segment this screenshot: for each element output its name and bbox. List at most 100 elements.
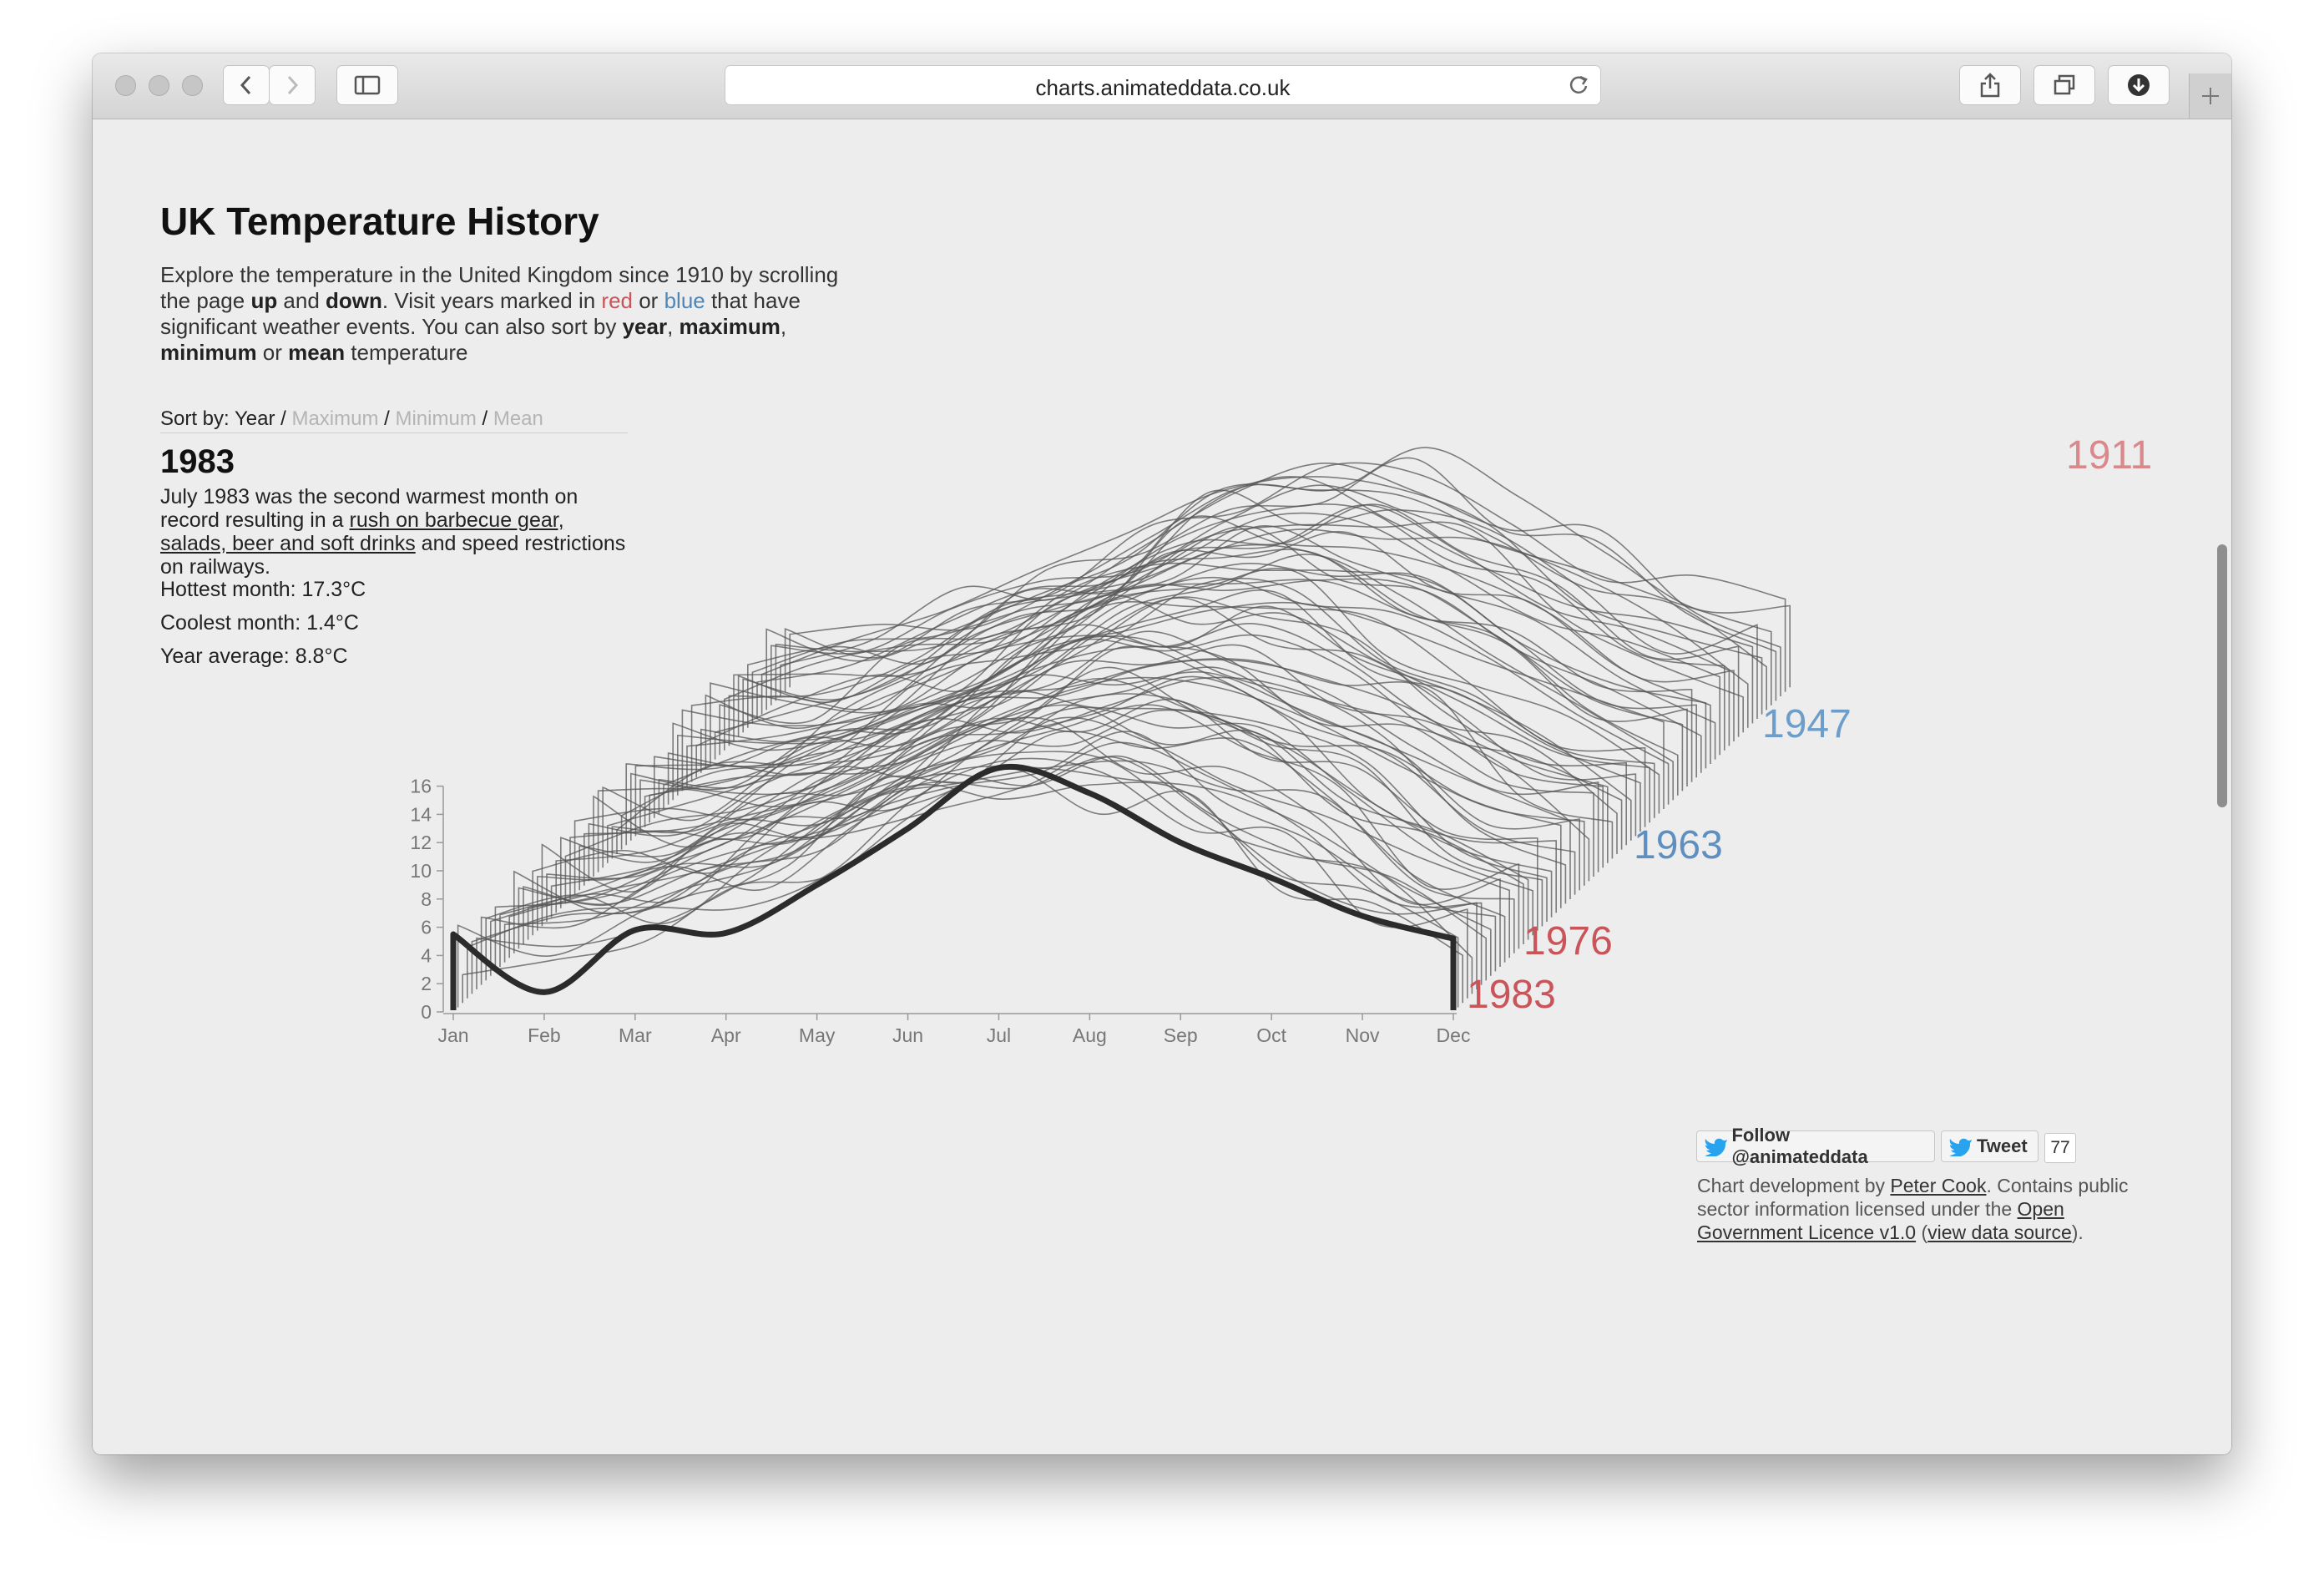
sort-option-maximum[interactable]: Maximum <box>291 407 379 430</box>
intro-text: temperature <box>345 340 468 365</box>
sidebar-toggle-button[interactable] <box>336 65 398 105</box>
forward-button[interactable] <box>269 65 316 105</box>
credit-text: ). <box>2071 1221 2084 1243</box>
sort-label: Sort by: <box>160 407 230 430</box>
year-line <box>737 503 1740 737</box>
year-line <box>700 525 1702 773</box>
zoom-window-button[interactable] <box>182 75 203 96</box>
x-tick-label-apr: Apr <box>711 1024 741 1046</box>
sort-option-year[interactable]: Year <box>234 407 275 430</box>
address-bar[interactable]: charts.animateddata.co.uk <box>725 65 1601 105</box>
tweet-button[interactable]: Tweet <box>1941 1130 2039 1162</box>
year-line <box>710 531 1711 764</box>
year-line <box>705 562 1707 769</box>
x-tick-label-dec: Dec <box>1437 1024 1471 1046</box>
data-source-link[interactable]: view data source <box>1927 1221 2072 1243</box>
sort-option-minimum[interactable]: Minimum <box>395 407 477 430</box>
follow-label: Follow @animateddata <box>1731 1125 1868 1167</box>
sort-controls: Sort by: Year / Maximum / Minimum / Mean <box>160 406 628 433</box>
sort-separator: / <box>280 407 286 430</box>
minimize-window-button[interactable] <box>149 75 169 96</box>
back-button[interactable] <box>223 65 270 105</box>
year-label-1983: 1983 <box>1467 973 1556 1017</box>
licence-link[interactable]: Open Government Licence v1.0 <box>1697 1198 2064 1243</box>
year-line <box>467 757 1468 999</box>
tabs-overview-button[interactable] <box>2034 65 2095 105</box>
highlighted-year-line <box>450 763 1457 1010</box>
reload-icon[interactable] <box>1567 73 1590 97</box>
year-line <box>485 755 1487 981</box>
url-text: charts.animateddata.co.uk <box>1035 75 1291 100</box>
data-point <box>1270 876 1274 880</box>
share-icon <box>1980 73 2000 98</box>
tweet-count-badge: 77 <box>2044 1133 2076 1163</box>
follow-button[interactable]: Follow @animateddata <box>1696 1125 1935 1167</box>
data-point <box>633 928 637 932</box>
year-line <box>541 692 1543 927</box>
sort-option-mean[interactable]: Mean <box>493 407 543 430</box>
year-line <box>770 484 1772 705</box>
chevron-left-icon <box>240 75 251 95</box>
intro-maximum: maximum <box>679 314 781 339</box>
year-line <box>616 623 1618 854</box>
author-link[interactable]: Peter Cook <box>1890 1175 1987 1196</box>
twitter-bird-icon <box>1705 1138 1727 1156</box>
close-window-button[interactable] <box>115 75 136 96</box>
year-line <box>607 644 1609 863</box>
intro-red-word: red <box>601 288 633 313</box>
page-content: UK Temperature History Explore the tempe… <box>93 119 2231 1454</box>
intro-year: year <box>622 314 668 339</box>
year-line <box>537 698 1538 931</box>
year-line <box>503 760 1506 963</box>
hottest-month-stat: Hottest month: 17.3°C <box>160 578 366 601</box>
intro-mean: mean <box>288 340 346 365</box>
y-tick-label: 12 <box>410 832 432 853</box>
year-label-1911: 1911 <box>2066 433 2152 478</box>
x-tick-label-jul: Jul <box>987 1024 1011 1046</box>
description-text: and speed restrictions on railways. <box>160 532 626 579</box>
description-text: July 1983 was the second warmest month o… <box>160 485 578 532</box>
year-line <box>602 659 1604 868</box>
year-line <box>620 634 1623 850</box>
year-line <box>593 635 1594 877</box>
downloads-button[interactable] <box>2108 65 2170 105</box>
year-line <box>578 666 1580 891</box>
year-line <box>747 528 1749 728</box>
new-tab-button[interactable] <box>2189 73 2231 119</box>
year-line <box>756 489 1758 719</box>
x-tick-label-jan: Jan <box>437 1024 468 1046</box>
year-line <box>611 658 1614 859</box>
temperature-chart[interactable]: 0 2 4 6 8 10 12 14 16 Jan Feb Mar Apr May Jun Jul Aug Sep… <box>93 119 2231 1454</box>
credits-text: Chart development by Peter Cook. Contain… <box>1697 1174 2165 1244</box>
intro-text: Explore the temperature in the United Ki… <box>160 262 839 313</box>
year-line <box>588 645 1590 882</box>
x-tick-label-oct: Oct <box>1256 1024 1286 1046</box>
y-tick-label: 8 <box>421 888 432 910</box>
sidebar-icon <box>354 75 381 95</box>
credit-text: Chart development by <box>1697 1175 1891 1196</box>
sort-separator: / <box>482 407 488 430</box>
vertical-scrollbar[interactable] <box>2217 544 2227 807</box>
x-tick-label-aug: Aug <box>1073 1024 1107 1046</box>
year-line <box>775 457 1777 701</box>
credit-text: ( <box>1916 1221 1928 1243</box>
browser-toolbar: charts.animateddata.co.uk <box>93 53 2231 119</box>
intro-text: or <box>633 288 664 313</box>
year-line <box>518 704 1520 949</box>
year-line <box>471 751 1473 994</box>
year-label-1947: 1947 <box>1762 702 1852 746</box>
data-point <box>542 990 546 994</box>
year-line <box>663 601 1665 809</box>
twitter-bird-icon <box>1949 1138 1972 1156</box>
plus-icon <box>2202 88 2219 104</box>
year-line <box>499 716 1501 967</box>
barbecue-news-link[interactable]: rush on barbecue gear, salads, beer and … <box>160 508 564 555</box>
year-line <box>597 630 1599 872</box>
tabs-icon <box>2054 74 2075 95</box>
year-line <box>630 605 1632 841</box>
share-button[interactable] <box>1959 65 2021 105</box>
year-line <box>625 596 1627 846</box>
intro-text: , <box>667 314 680 339</box>
download-icon <box>2128 74 2150 96</box>
year-line <box>714 525 1716 760</box>
